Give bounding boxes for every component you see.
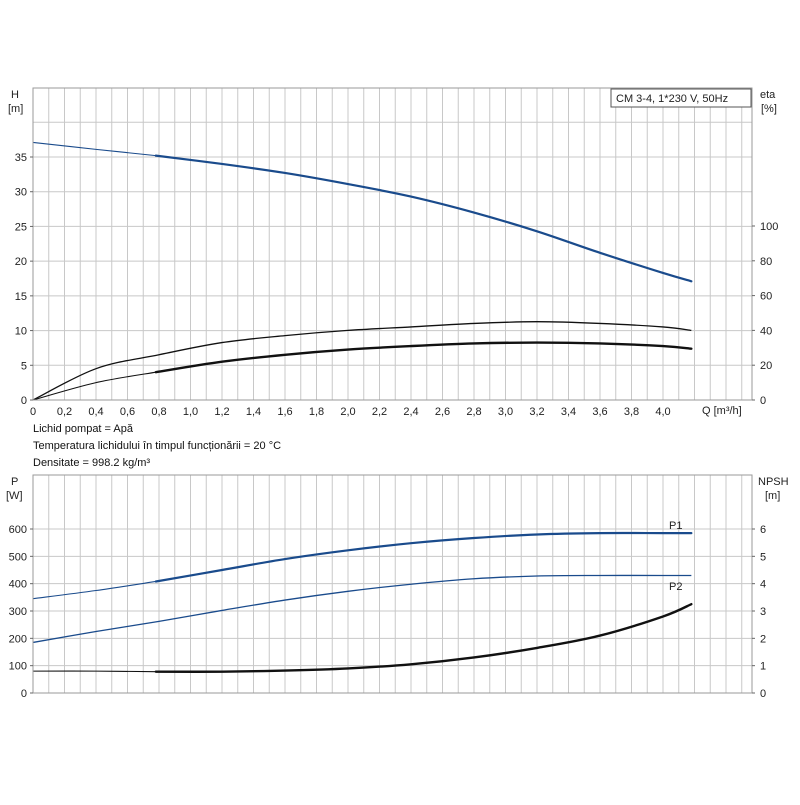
- y-right-tick-label: 80: [760, 256, 772, 268]
- chart-title: CM 3-4, 1*230 V, 50Hz: [616, 93, 728, 105]
- series-0-2-line: [154, 341, 693, 374]
- series-1-1-line: [32, 574, 692, 644]
- x-tick-label: 1,0: [183, 406, 198, 418]
- p-axis-symbol: P: [11, 476, 18, 488]
- y-right-tick-label: 0: [760, 395, 766, 407]
- x-tick-label: 0,2: [57, 406, 72, 418]
- npsh-axis-unit: [m]: [765, 490, 780, 502]
- y-left-tick-label: 5: [21, 360, 27, 372]
- y-right-tick-label: 1: [760, 661, 766, 673]
- x-tick-label: 2,2: [372, 406, 387, 418]
- series-label-p1: P1: [669, 520, 682, 532]
- x-tick-label: 3,8: [624, 406, 639, 418]
- info-density: Densitate = 998.2 kg/m³: [33, 457, 150, 469]
- series-label-p2: P2: [669, 581, 682, 593]
- x-tick-label: 0,8: [151, 406, 166, 418]
- x-tick-label: 2,8: [466, 406, 481, 418]
- x-tick-label: 3,2: [529, 406, 544, 418]
- series-0-2-lead-line: [32, 371, 156, 401]
- frame-layer: [30, 87, 755, 694]
- series-1-2-line: [154, 602, 693, 673]
- series-0-0-lead-line: [32, 141, 156, 157]
- x-tick-label: 3,4: [561, 406, 576, 418]
- y-left-tick-label: 20: [15, 256, 27, 268]
- y-right-tick-label: 5: [760, 551, 766, 563]
- y-right-tick-label: 60: [760, 291, 772, 303]
- y-left-tick-label: 0: [21, 395, 27, 407]
- y-right-tick-label: 20: [760, 360, 772, 372]
- h-axis-symbol: H: [11, 89, 19, 101]
- y-left-tick-label: 10: [15, 326, 27, 338]
- curves-layer: [32, 141, 693, 673]
- eta-axis-unit: [%]: [761, 103, 777, 115]
- y-left-tick-label: 30: [15, 187, 27, 199]
- y-right-tick-label: 2: [760, 633, 766, 645]
- y-right-tick-label: 6: [760, 524, 766, 536]
- x-tick-label: 3,0: [498, 406, 513, 418]
- x-tick-label: 1,8: [309, 406, 324, 418]
- info-pumped-liquid: Lichid pompat = Apă: [33, 423, 134, 435]
- x-tick-label: 2,6: [435, 406, 450, 418]
- series-0-0-line: [154, 154, 693, 283]
- y-left-tick-label: 300: [9, 606, 27, 618]
- y-right-tick-label: 0: [760, 688, 766, 700]
- y-right-tick-label: 100: [760, 221, 778, 233]
- x-tick-label: 0,6: [120, 406, 135, 418]
- y-right-tick-label: 40: [760, 325, 772, 337]
- series-1-2-lead-line: [32, 670, 156, 673]
- y-left-tick-label: 600: [9, 524, 27, 536]
- info-liquid-temperature: Temperatura lichidului în timpul funcțio…: [33, 440, 281, 452]
- y-left-tick-label: 15: [15, 291, 27, 303]
- y-right-tick-label: 4: [760, 579, 766, 591]
- npsh-axis-symbol: NPSH: [758, 476, 789, 488]
- y-left-tick-label: 200: [9, 633, 27, 645]
- y-right-tick-label: 3: [760, 606, 766, 618]
- y-left-tick-label: 100: [9, 661, 27, 673]
- x-tick-label: 2,4: [403, 406, 418, 418]
- y-left-tick-label: 0: [21, 688, 27, 700]
- x-tick-label: 2,0: [340, 406, 355, 418]
- series-1-0-lead-line: [32, 580, 156, 600]
- p-axis-unit: [W]: [6, 490, 23, 502]
- q-axis-label: Q [m³/h]: [702, 405, 742, 417]
- eta-axis-symbol: eta: [760, 89, 776, 101]
- title-box: [610, 88, 752, 108]
- y-left-tick-label: 35: [15, 152, 27, 164]
- x-tick-label: 3,6: [592, 406, 607, 418]
- h-axis-unit: [m]: [8, 103, 23, 115]
- x-tick-label: 0: [30, 406, 36, 418]
- x-tick-label: 4,0: [655, 406, 670, 418]
- x-tick-label: 1,6: [277, 406, 292, 418]
- x-tick-label: 0,4: [88, 406, 103, 418]
- series-1-0-line: [154, 531, 693, 583]
- y-left-tick-label: 25: [15, 221, 27, 233]
- series-0-1-line: [32, 321, 692, 401]
- y-left-tick-label: 400: [9, 579, 27, 591]
- x-tick-label: 1,4: [246, 406, 261, 418]
- plot-frame: [32, 87, 753, 401]
- x-tick-label: 1,2: [214, 406, 229, 418]
- grid-layer: [33, 88, 752, 693]
- y-left-tick-label: 500: [9, 551, 27, 563]
